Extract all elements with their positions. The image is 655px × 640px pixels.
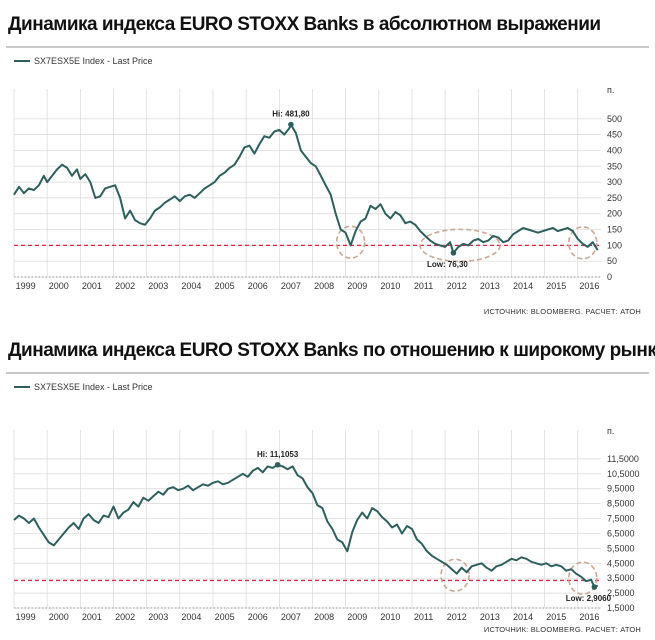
x-tick-label: 2010	[380, 281, 400, 291]
y-unit-label: п.	[607, 85, 614, 95]
y-tick-label: 500	[607, 114, 622, 124]
legend-swatch	[14, 60, 30, 62]
x-tick-label: 2001	[82, 281, 102, 291]
highlight-ellipse	[567, 561, 598, 595]
y-tick-label: 300	[607, 177, 622, 187]
x-tick-label: 2000	[49, 281, 69, 291]
y-tick-label: 400	[607, 145, 622, 155]
line-chart-relative: 1999 2000 2001 2002 2003 2004 2005 2006 2007 2008…	[13, 426, 640, 622]
x-tick-label: 2014	[513, 281, 533, 291]
y-tick-label: 3,5000	[607, 573, 635, 583]
x-tick-label: 2013	[480, 281, 500, 291]
chart-frame: 1999 2000 2001 2002 2003 2004 2005 2006 2007 2008…	[6, 48, 649, 318]
x-tick-label: 2003	[148, 281, 168, 291]
chart-panel-absolute: Динамика индекса EURO STOXX Banks в абсо…	[6, 8, 649, 318]
x-tick-label: 2007	[281, 281, 301, 291]
y-tick-label: 1,5000	[607, 603, 635, 613]
x-tick-label: 2006	[248, 612, 268, 622]
title-bar: Динамика индекса EURO STOXX Banks в абсо…	[6, 8, 649, 48]
title-bar: Динамика индекса EURO STOXX Banks по отн…	[6, 334, 655, 374]
y-tick-label: 5,5000	[607, 543, 635, 553]
y-tick-label: 450	[607, 130, 622, 140]
x-tick-label: 2015	[546, 612, 566, 622]
legend-label: SX7ESX5E Index - Last Price	[34, 382, 153, 392]
highlight-ellipse	[567, 226, 598, 260]
x-tick-label: 2005	[215, 281, 235, 291]
x-tick-label: 2012	[447, 612, 467, 622]
y-tick-label: 4,5000	[607, 558, 635, 568]
x-tick-label: 2016	[579, 612, 599, 622]
x-tick-label: 2005	[215, 612, 235, 622]
chart-title: Динамика индекса EURO STOXX Banks в абсо…	[8, 14, 601, 35]
low-annotation: Low: 76,30	[427, 260, 468, 269]
x-tick-label: 2002	[115, 281, 135, 291]
high-annotation: Hi: 11,1053	[257, 450, 299, 459]
annotation-marker	[288, 121, 294, 128]
y-tick-label: 9,5000	[607, 484, 635, 494]
legend-swatch	[14, 386, 30, 388]
highlight-ellipse	[419, 228, 501, 263]
x-tick-label: 2006	[248, 281, 268, 291]
y-unit-label: п.	[607, 426, 614, 436]
y-tick-label: 100	[607, 240, 622, 250]
x-tick-label: 2009	[347, 612, 367, 622]
x-tick-label: 1999	[16, 612, 36, 622]
low-annotation: Low: 2,9060	[566, 594, 612, 603]
chart-legend: SX7ESX5E Index - Last Price	[14, 56, 153, 66]
high-annotation: Hi: 481,80	[272, 110, 310, 119]
highlight-ellipse	[335, 225, 366, 259]
y-tick-label: 7,5000	[607, 514, 635, 524]
y-tick-label: 8,5000	[607, 499, 635, 509]
source-note: ИСТОЧНИК: BLOOMBERG. РАСЧЕТ: АТОН	[483, 307, 641, 316]
x-tick-label: 2002	[115, 612, 135, 622]
x-tick-label: 2011	[414, 281, 433, 291]
annotation-marker	[591, 584, 598, 590]
x-tick-label: 2004	[181, 281, 201, 291]
x-tick-label: 2011	[414, 612, 433, 622]
y-tick-label: 250	[607, 193, 622, 203]
y-tick-label: 2,5000	[607, 588, 635, 598]
chart-title: Динамика индекса EURO STOXX Banks по отн…	[8, 340, 655, 361]
series-line	[13, 123, 599, 254]
x-tick-label: 1999	[16, 281, 36, 291]
x-tick-label: 2013	[480, 612, 500, 622]
x-tick-label: 2008	[314, 281, 334, 291]
x-tick-label: 2009	[347, 281, 367, 291]
x-tick-label: 2004	[181, 612, 201, 622]
x-tick-label: 2001	[82, 612, 102, 622]
x-tick-label: 2000	[49, 612, 69, 622]
x-tick-label: 2007	[281, 612, 301, 622]
annotation-marker	[450, 250, 457, 256]
series-line	[13, 463, 599, 588]
x-tick-label: 2016	[579, 281, 599, 291]
y-tick-label: 200	[607, 209, 622, 219]
x-tick-label: 2010	[380, 612, 400, 622]
chart-frame: 1999 2000 2001 2002 2003 2004 2005 2006 2007 2008…	[6, 374, 649, 636]
line-chart-absolute: 1999 2000 2001 2002 2003 2004 2005 2006 2007 2008…	[13, 85, 622, 291]
x-tick-label: 2012	[447, 281, 467, 291]
source-note: ИСТОЧНИК: BLOOMBERG. РАСЧЕТ: АТОН	[483, 625, 641, 634]
y-tick-label: 11,5000	[607, 454, 639, 464]
x-tick-label: 2014	[513, 612, 533, 622]
y-tick-label: 150	[607, 225, 622, 235]
highlight-ellipse	[440, 558, 470, 592]
y-tick-label: 6,5000	[607, 528, 635, 538]
chart-legend: SX7ESX5E Index - Last Price	[14, 382, 153, 392]
annotation-marker	[274, 461, 281, 468]
y-tick-label: 0	[607, 272, 612, 282]
chart-panel-relative: Динамика индекса EURO STOXX Banks по отн…	[0, 326, 655, 640]
x-tick-label: 2015	[546, 281, 566, 291]
y-tick-label: 50	[607, 256, 617, 266]
x-tick-label: 2008	[314, 612, 334, 622]
legend-label: SX7ESX5E Index - Last Price	[34, 56, 153, 66]
y-tick-label: 10,5000	[607, 469, 640, 479]
x-tick-label: 2003	[148, 612, 168, 622]
y-tick-label: 350	[607, 161, 622, 171]
